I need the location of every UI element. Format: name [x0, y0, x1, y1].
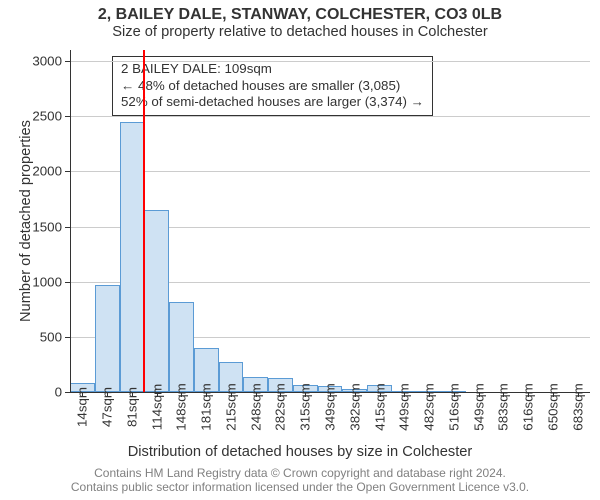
ytick-label: 0 — [55, 385, 62, 400]
histogram-bar — [169, 302, 194, 392]
footer-line-2: Contains public sector information licen… — [0, 480, 600, 494]
xtick-label: 516sqm — [446, 383, 461, 430]
histogram-bar — [144, 210, 169, 392]
xtick-label: 583sqm — [496, 383, 511, 430]
grid-line — [70, 116, 590, 117]
info-box-line: ← 48% of detached houses are smaller (3,… — [121, 78, 424, 95]
footer-line-1: Contains HM Land Registry data © Crown c… — [0, 466, 600, 480]
xtick-label: 181sqm — [199, 383, 214, 430]
ytick-label: 3000 — [32, 54, 62, 69]
ytick-label: 1500 — [32, 219, 62, 234]
xtick-label: 349sqm — [323, 383, 338, 430]
marker-line — [143, 50, 145, 392]
xtick-label: 248sqm — [248, 383, 263, 430]
xtick-label: 449sqm — [397, 383, 412, 430]
xtick-label: 482sqm — [422, 383, 437, 430]
xtick-label: 315sqm — [298, 383, 313, 430]
ytick-label: 500 — [40, 329, 62, 344]
ytick-label: 1000 — [32, 274, 62, 289]
chart-title-main: 2, BAILEY DALE, STANWAY, COLCHESTER, CO3… — [0, 6, 600, 24]
xtick-label: 616sqm — [521, 383, 536, 430]
xtick-label: 683sqm — [570, 383, 585, 430]
xtick-label: 549sqm — [471, 383, 486, 430]
ytick-label: 2500 — [32, 109, 62, 124]
histogram-bar — [120, 122, 145, 392]
grid-line — [70, 171, 590, 172]
info-box-line: 52% of semi-detached houses are larger (… — [121, 94, 424, 111]
xtick-label: 282sqm — [273, 383, 288, 430]
xtick-label: 114sqm — [149, 384, 164, 430]
xtick-label: 215sqm — [223, 383, 238, 430]
histogram-chart: 2, BAILEY DALE, STANWAY, COLCHESTER, CO3… — [0, 0, 600, 500]
xtick-label: 650sqm — [545, 383, 560, 430]
chart-title-sub: Size of property relative to detached ho… — [0, 24, 600, 40]
ytick-label: 2000 — [32, 164, 62, 179]
xtick-label: 415sqm — [372, 383, 387, 430]
xtick-label: 382sqm — [347, 383, 362, 430]
x-axis-label: Distribution of detached houses by size … — [0, 444, 600, 460]
grid-line — [70, 61, 590, 62]
y-axis-line — [70, 50, 71, 392]
x-axis-line — [70, 392, 590, 393]
info-box-line: 2 BAILEY DALE: 109sqm — [121, 61, 424, 78]
histogram-bar — [95, 285, 120, 392]
xtick-label: 148sqm — [174, 383, 189, 430]
info-box: 2 BAILEY DALE: 109sqm← 48% of detached h… — [112, 56, 433, 116]
